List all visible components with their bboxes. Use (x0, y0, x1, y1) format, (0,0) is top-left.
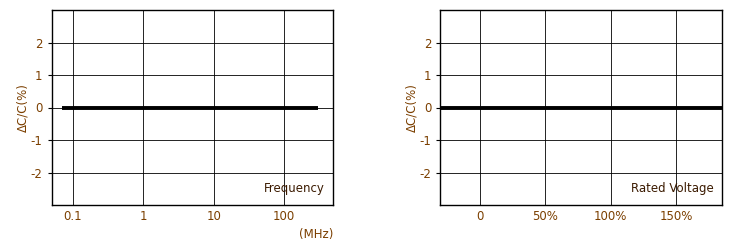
Text: Rated Voltage: Rated Voltage (631, 182, 714, 195)
Text: (MHz): (MHz) (299, 228, 333, 241)
Y-axis label: ΔC/C(%): ΔC/C(%) (405, 83, 418, 132)
Text: Frequency: Frequency (264, 182, 325, 195)
Y-axis label: ΔC/C(%): ΔC/C(%) (16, 83, 29, 132)
